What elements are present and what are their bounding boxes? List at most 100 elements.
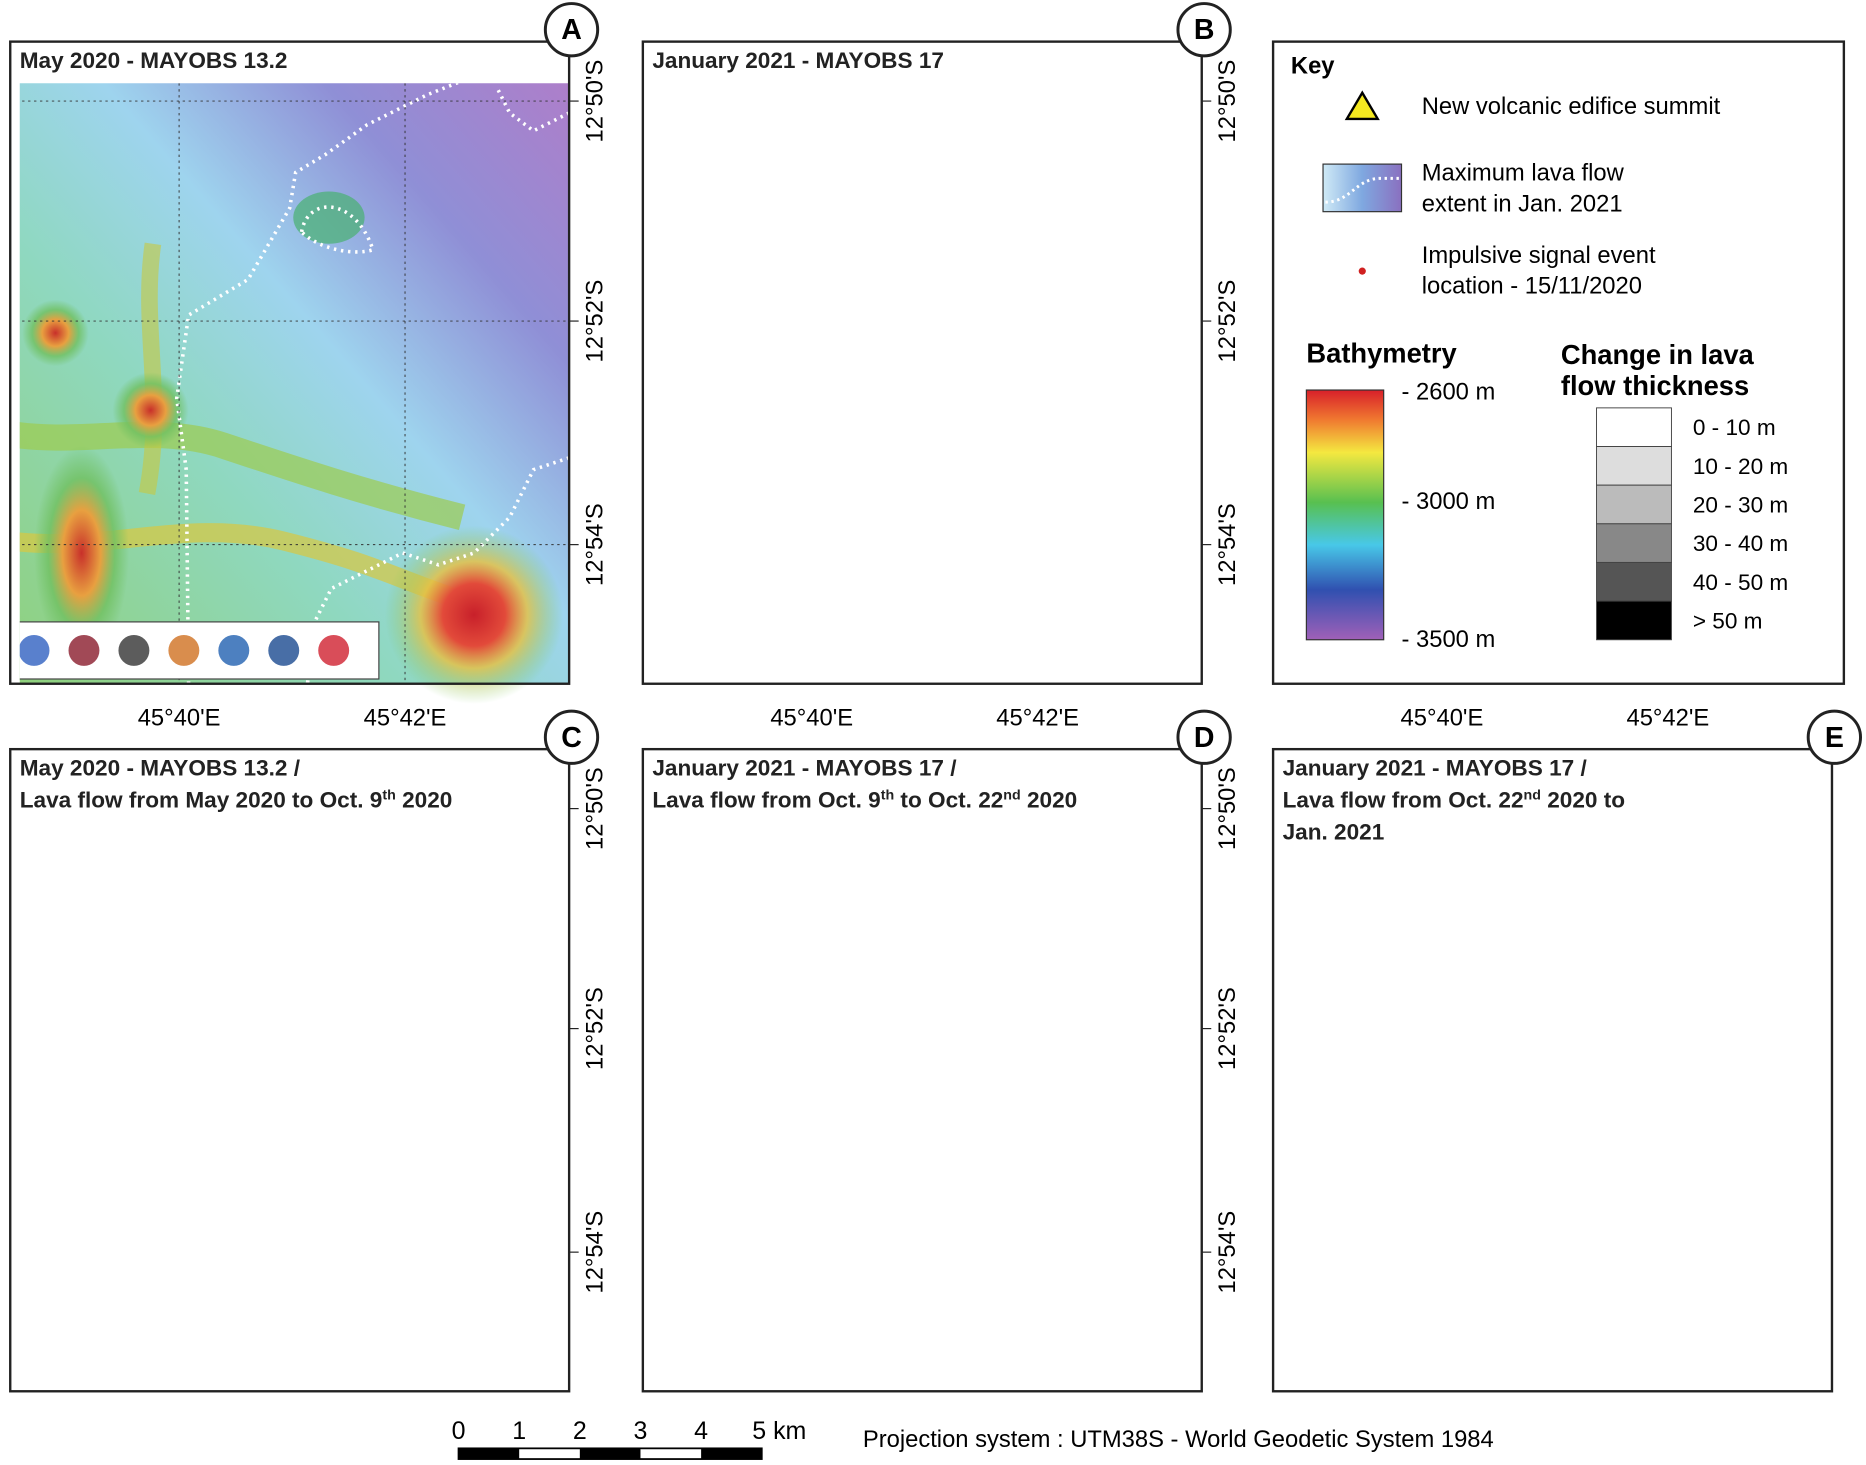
panel-title: May 2020 - MAYOBS 13.2 (20, 48, 288, 73)
lat-label: 12°54'S (581, 1211, 608, 1294)
thickness-swatch (1596, 600, 1672, 641)
lava-extent (174, 83, 570, 684)
key-title: Key (1291, 53, 1335, 80)
logo (1431, 1343, 1462, 1374)
event (304, 995, 311, 1002)
logo (69, 1343, 100, 1374)
event (878, 1024, 885, 1031)
event (1581, 993, 1588, 1000)
event (267, 1020, 274, 1027)
title-part: th (382, 787, 395, 803)
thickness-classes: 0 - 10 m 10 - 20 m 20 - 30 m 30 - 40 m 40 - … (1596, 407, 1788, 641)
lat-label: 12°54'S (581, 503, 608, 586)
scale-bar: 0 1 2 3 4 5 km (452, 1417, 806, 1460)
key-events: Impulsive signal event (1422, 242, 1656, 269)
event (945, 1029, 952, 1036)
scale-label: 3 (634, 1417, 648, 1445)
event (915, 999, 922, 1006)
thickness-title: flow thickness (1561, 370, 1749, 401)
map-frame (641, 40, 1203, 685)
ridge (780, 244, 787, 494)
event (1589, 1026, 1596, 1033)
title-line: Lava flow from Oct. 22nd 2020 to (1283, 787, 1625, 812)
panel-letter: A (561, 14, 582, 46)
key-box: Key New volcanic edifice summit Maximum … (1271, 40, 1846, 685)
seamount (1556, 899, 1627, 951)
event (958, 992, 965, 999)
event (277, 1035, 284, 1042)
event (325, 992, 332, 999)
event (881, 1039, 888, 1046)
title-line: January 2021 - MAYOBS 17 / (652, 755, 957, 780)
event (335, 1006, 342, 1013)
map-panel: January 2021 - MAYOBS 17 B 12°50'S 12°52'S 1… (641, 2, 1241, 731)
panel-title: January 2021 - MAYOBS 17 / Lava flow from… (652, 755, 1077, 812)
scale-label: 5 km (752, 1417, 806, 1445)
logo (118, 1343, 149, 1374)
title-part: Lava flow from May 2020 to Oct. 9 (20, 787, 383, 812)
lat-label: 12°52'S (581, 280, 608, 363)
thickness-swatch (1596, 523, 1672, 563)
lava-flow (205, 937, 409, 1074)
bathymetry (643, 42, 1202, 684)
title-line: Lava flow from Oct. 9th to Oct. 22nd 202… (652, 787, 1077, 812)
title-line: Lava flow from May 2020 to Oct. 9th 2020 (20, 787, 453, 812)
event (1597, 1025, 1604, 1032)
event (1591, 1007, 1598, 1014)
event (1588, 992, 1595, 999)
map (10, 749, 569, 1411)
logo (651, 635, 682, 666)
thickness-label: 40 - 50 m (1693, 570, 1788, 595)
lat-label: 12°52'S (1214, 987, 1241, 1070)
event (1551, 1017, 1558, 1024)
logo (1581, 1343, 1612, 1374)
mound (112, 372, 189, 449)
lava-extent (934, 915, 1005, 960)
event (261, 1002, 268, 1009)
event (923, 1032, 930, 1039)
title-line: January 2021 - MAYOBS 17 / (1283, 755, 1588, 780)
lava-extent (1564, 915, 1635, 960)
key-extent: extent in Jan. 2021 (1422, 191, 1623, 218)
map-frame (9, 40, 571, 685)
panel-letter: E (1825, 722, 1844, 754)
event (877, 989, 884, 996)
logo (701, 1343, 732, 1374)
logo (851, 1343, 882, 1374)
lava-extent (177, 755, 569, 1391)
event (1523, 1021, 1530, 1028)
event (284, 1033, 291, 1040)
map-frame (1271, 747, 1834, 1393)
event (298, 1031, 305, 1038)
event (895, 1037, 902, 1044)
logo (1531, 1343, 1562, 1374)
volcano (1017, 1233, 1195, 1411)
scale-label: 2 (573, 1417, 587, 1445)
title-part: th (881, 787, 894, 803)
thickness-label: 0 - 10 m (1693, 415, 1776, 440)
bathymetry-label: - 2600 m (1402, 379, 1496, 406)
title-part: 2020 (396, 787, 453, 812)
logo (951, 635, 982, 666)
lava-extent (1440, 755, 1832, 1391)
event (288, 1017, 295, 1024)
event (902, 1036, 909, 1043)
logo (19, 1343, 50, 1374)
lava-extent (302, 915, 373, 960)
ridge (643, 1240, 1095, 1308)
mound (1285, 1007, 1352, 1074)
lon-label: 45°40'E (770, 704, 853, 731)
event (932, 1012, 939, 1019)
event (255, 1038, 262, 1045)
volcano (1648, 1233, 1826, 1411)
event (291, 1032, 298, 1039)
event (1510, 1005, 1517, 1012)
title-part: January 2021 - MAYOBS 17 (652, 48, 944, 73)
scale-label: 1 (512, 1417, 526, 1445)
event (901, 1001, 908, 1008)
event (297, 996, 304, 1003)
event (327, 1026, 334, 1033)
map (19, 83, 570, 704)
event (1562, 1012, 1569, 1019)
